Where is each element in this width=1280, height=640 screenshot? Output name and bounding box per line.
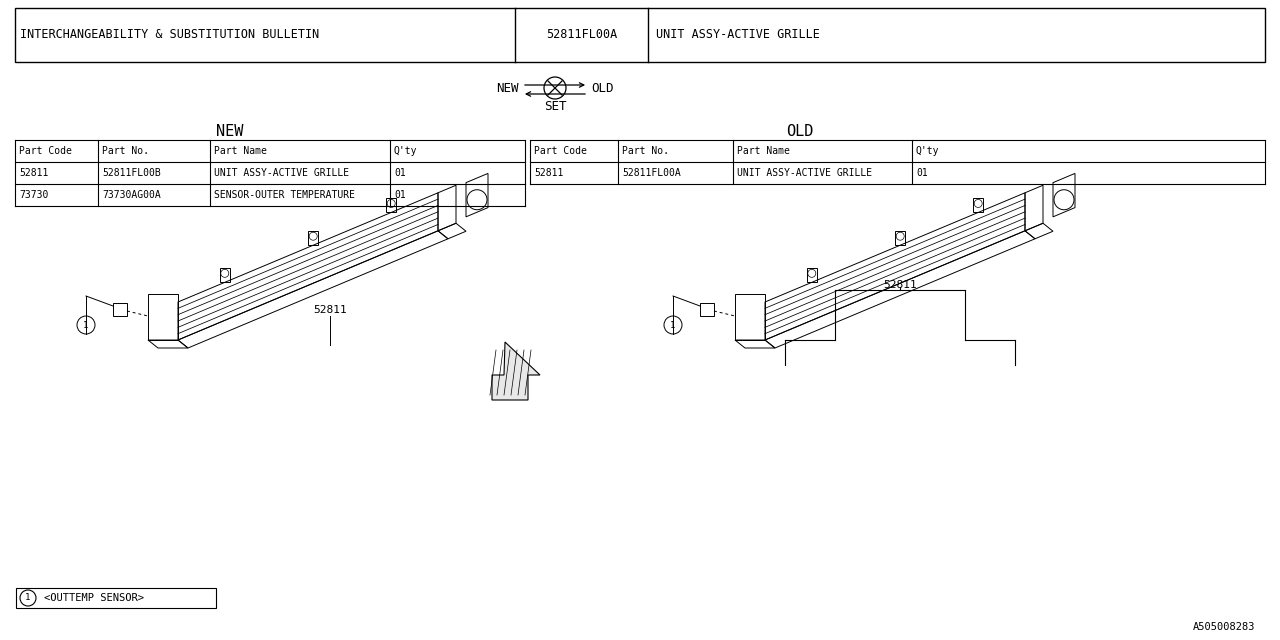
Text: 52811FL00A: 52811FL00A xyxy=(545,29,617,42)
Text: 52811FL00B: 52811FL00B xyxy=(102,168,161,178)
Text: Part No.: Part No. xyxy=(622,146,669,156)
Text: 01: 01 xyxy=(394,168,406,178)
Text: Part No.: Part No. xyxy=(102,146,148,156)
Text: 01: 01 xyxy=(394,190,406,200)
Text: UNIT ASSY-ACTIVE GRILLE: UNIT ASSY-ACTIVE GRILLE xyxy=(214,168,349,178)
Text: 73730AG00A: 73730AG00A xyxy=(102,190,161,200)
Text: UNIT ASSY-ACTIVE GRILLE: UNIT ASSY-ACTIVE GRILLE xyxy=(657,29,820,42)
Text: 52811: 52811 xyxy=(534,168,563,178)
Text: 52811FL00A: 52811FL00A xyxy=(622,168,681,178)
Text: 1: 1 xyxy=(83,321,88,330)
Text: 73730: 73730 xyxy=(19,190,49,200)
Text: <OUTTEMP SENSOR>: <OUTTEMP SENSOR> xyxy=(44,593,143,603)
Text: 52811: 52811 xyxy=(883,280,916,290)
Text: 1: 1 xyxy=(26,593,31,602)
Text: Q'ty: Q'ty xyxy=(394,146,417,156)
Text: SET: SET xyxy=(544,99,566,113)
Text: Part Name: Part Name xyxy=(737,146,790,156)
Text: UNIT ASSY-ACTIVE GRILLE: UNIT ASSY-ACTIVE GRILLE xyxy=(737,168,872,178)
Text: A505008283: A505008283 xyxy=(1193,622,1254,632)
Bar xyxy=(15,8,1265,62)
Text: 52811: 52811 xyxy=(19,168,49,178)
Text: 1: 1 xyxy=(671,321,676,330)
Text: OLD: OLD xyxy=(786,125,814,140)
Text: INTERCHANGEABILITY & SUBSTITUTION BULLETIN: INTERCHANGEABILITY & SUBSTITUTION BULLET… xyxy=(20,29,319,42)
Text: 52811: 52811 xyxy=(314,305,347,315)
Text: Part Name: Part Name xyxy=(214,146,266,156)
Text: NEW: NEW xyxy=(497,81,518,95)
Text: Part Code: Part Code xyxy=(534,146,586,156)
Bar xyxy=(15,588,216,608)
Polygon shape xyxy=(492,342,540,400)
Text: Q'ty: Q'ty xyxy=(916,146,940,156)
Text: SENSOR-OUTER TEMPERATURE: SENSOR-OUTER TEMPERATURE xyxy=(214,190,355,200)
Text: NEW: NEW xyxy=(216,125,243,140)
Text: Part Code: Part Code xyxy=(19,146,72,156)
Text: OLD: OLD xyxy=(591,81,613,95)
Text: 01: 01 xyxy=(916,168,928,178)
